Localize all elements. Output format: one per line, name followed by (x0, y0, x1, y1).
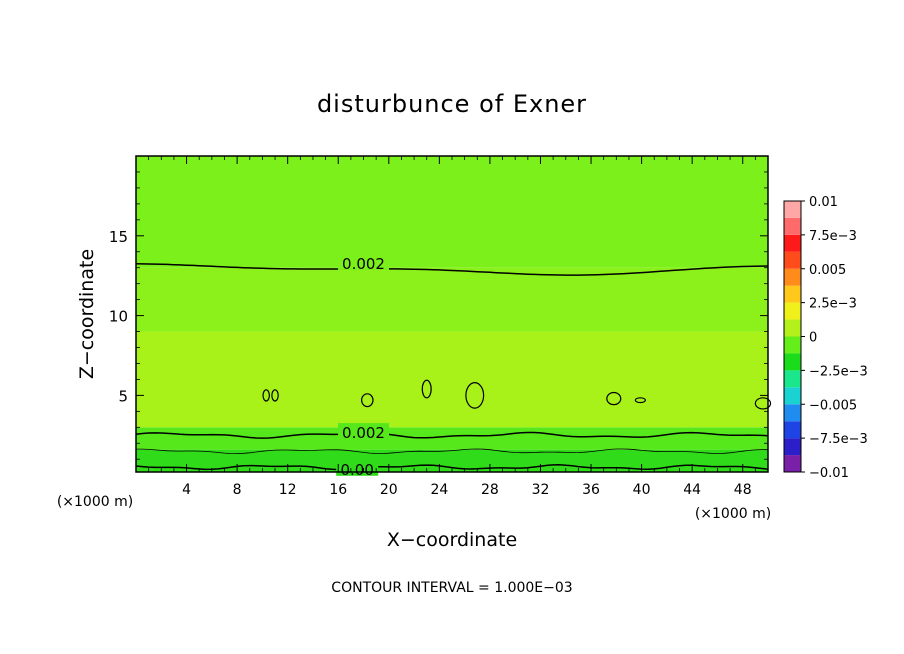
colorbar-label-8: 0.01 (809, 195, 838, 210)
colorbar-label-4: 0 (809, 331, 817, 346)
colorbar-swatch-14 (784, 217, 801, 235)
contour-band-1 (136, 427, 768, 450)
colorbar-label-0: −0.01 (809, 466, 849, 481)
contour-label-bg-0 (338, 253, 390, 270)
closed-contour-5 (606, 391, 622, 406)
x-tick-label-40: 40 (633, 482, 651, 498)
colorbar-label-3: −2.5e−3 (809, 364, 868, 379)
closed-contour-0 (262, 389, 270, 402)
contour-interval-note: CONTOUR INTERVAL = 1.000E−03 (331, 580, 572, 596)
colorbar: −0.01 −7.5e−3 −0.005 −2.5e−3 0 2.5e−3 0.005 7.5… (783, 195, 868, 481)
colorbar-label-2: −0.005 (809, 398, 857, 413)
colorbar-swatch-4 (784, 387, 801, 405)
closed-contour-3 (421, 379, 432, 399)
x-unit-label-left: (×1000 m) (57, 494, 133, 510)
colorbar-swatch-10 (784, 285, 801, 303)
colorbar-label-1: −7.5e−3 (809, 432, 868, 447)
closed-contour-6 (634, 397, 646, 404)
contour-line-0.001 (136, 448, 769, 455)
colorbar-swatch-9 (784, 302, 801, 320)
closed-contour-7 (754, 397, 772, 410)
x-unit-label-right: (×1000 m) (695, 506, 771, 522)
x-tick-label-36: 36 (582, 482, 600, 498)
chart-title: disturbunce of Exner (317, 90, 587, 118)
contour-band-2 (136, 331, 768, 428)
colorbar-label-7: 7.5e−3 (809, 229, 857, 244)
colorbar-swatch-11 (784, 268, 801, 286)
colorbar-label-6: 0.005 (809, 263, 846, 278)
y-tick-label-10: 10 (109, 308, 128, 326)
x-tick-label-8: 8 (233, 482, 242, 498)
contour-label-bg-1 (338, 423, 390, 440)
contour-label-2: 0.00 (340, 461, 373, 479)
y-tick-label-5: 5 (118, 387, 128, 405)
x-tick-label-24: 24 (430, 482, 448, 498)
contour-label-0: 0.002 (342, 255, 385, 273)
closed-contour-2 (361, 393, 374, 408)
x-tick-label-20: 20 (380, 482, 398, 498)
contour-band-4 (136, 156, 768, 268)
closed-contour-1 (271, 389, 279, 402)
closed-contour-4 (465, 382, 485, 409)
x-axis-label: X−coordinate (387, 529, 517, 551)
colorbar-swatch-12 (784, 251, 801, 269)
x-tick-label-48: 48 (734, 482, 752, 498)
colorbar-swatch-0 (784, 455, 801, 472)
contour-band-3 (136, 267, 768, 332)
colorbar-swatch-8 (784, 319, 801, 337)
colorbar-swatch-2 (784, 421, 801, 439)
colorbar-swatch-1 (784, 438, 801, 456)
colorbar-swatch-3 (784, 404, 801, 422)
colorbar-swatch-7 (784, 336, 801, 354)
contour-line-0.00 (135, 464, 769, 471)
contour-label-1: 0.002 (342, 424, 385, 442)
x-tick-label-16: 16 (329, 482, 347, 498)
x-tick-label-4: 4 (182, 482, 191, 498)
x-tick-label-32: 32 (532, 482, 550, 498)
colorbar-swatch-13 (784, 234, 801, 252)
x-tick-label-28: 28 (481, 482, 499, 498)
contour-line-lower-0.002 (135, 431, 769, 439)
contour-line-upper-0.002 (135, 263, 769, 276)
y-tick-label-15: 15 (109, 228, 128, 246)
y-axis-label: Z−coordinate (76, 249, 98, 379)
x-tick-label-12: 12 (279, 482, 297, 498)
colorbar-swatch-15 (784, 201, 801, 218)
colorbar-swatch-6 (784, 353, 801, 371)
colorbar-swatch-5 (784, 370, 801, 388)
x-tick-label-44: 44 (683, 482, 701, 498)
colorbar-label-5: 2.5e−3 (809, 297, 857, 312)
